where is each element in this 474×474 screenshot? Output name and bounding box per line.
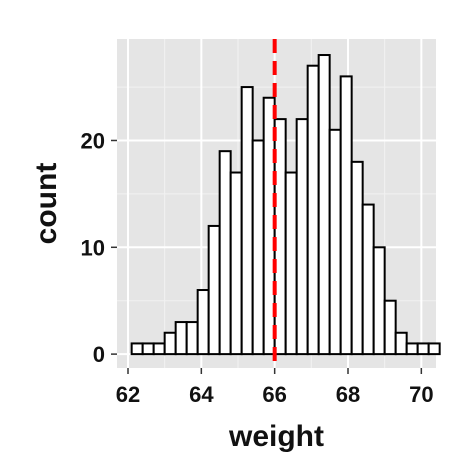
histogram-bar bbox=[251, 139, 265, 356]
histogram-bar bbox=[339, 75, 353, 356]
histogram-bar bbox=[372, 246, 386, 356]
x-tick-label: 64 bbox=[189, 382, 214, 407]
x-axis-title: weight bbox=[228, 420, 324, 453]
histogram-bar bbox=[174, 321, 188, 356]
x-tick-label: 70 bbox=[409, 382, 433, 407]
histogram-bar bbox=[306, 64, 320, 356]
histogram-bar bbox=[416, 342, 430, 356]
histogram-bar bbox=[240, 86, 254, 356]
histogram-bar bbox=[152, 342, 166, 356]
y-tick-label: 20 bbox=[81, 128, 105, 153]
histogram-bar bbox=[284, 171, 298, 356]
histogram-bar bbox=[207, 224, 221, 356]
histogram-bar bbox=[218, 150, 232, 356]
histogram-bar bbox=[394, 331, 408, 356]
histogram-bar bbox=[295, 118, 309, 356]
histogram-bar bbox=[317, 54, 331, 356]
histogram-bar bbox=[196, 289, 210, 356]
histogram-bar bbox=[163, 331, 177, 356]
x-tick-label: 66 bbox=[262, 382, 286, 407]
histogram-bar bbox=[141, 342, 155, 356]
histogram-bar bbox=[405, 342, 419, 356]
y-tick-label: 10 bbox=[81, 235, 105, 260]
y-tick-label: 0 bbox=[93, 342, 105, 367]
histogram-bar bbox=[361, 203, 375, 356]
x-tick-label: 68 bbox=[336, 382, 360, 407]
histogram-bar bbox=[427, 342, 441, 356]
histogram-bar bbox=[350, 160, 364, 356]
y-axis-title: count bbox=[30, 163, 63, 245]
x-tick-label: 62 bbox=[116, 382, 140, 407]
histogram-bar bbox=[383, 299, 397, 356]
histogram-bar bbox=[229, 171, 243, 356]
histogram-bar bbox=[328, 128, 342, 356]
histogram-bar bbox=[185, 321, 199, 356]
histogram-bar bbox=[130, 342, 144, 356]
